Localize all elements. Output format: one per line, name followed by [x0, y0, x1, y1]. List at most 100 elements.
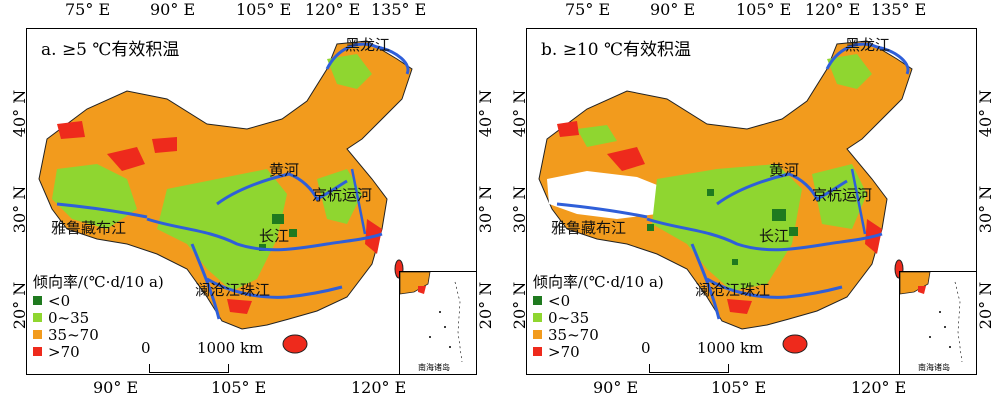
river-heilongjiang — [325, 42, 410, 75]
zone-gt70 — [727, 299, 752, 314]
zone-lt0 — [289, 229, 297, 237]
hainan-island — [782, 334, 808, 354]
top-tick: 135° E — [871, 0, 927, 19]
river-yarlung — [556, 202, 648, 219]
legend-label: >70 — [548, 342, 580, 361]
legend-item: <0 — [533, 291, 664, 310]
zone-lt0 — [732, 259, 738, 265]
scale-bar: 0 1000 km — [139, 339, 263, 373]
legend-item: >70 — [533, 342, 664, 361]
label-huanghe: 黄河 — [269, 161, 300, 179]
south-china-sea-inset: 南海诸岛 — [399, 271, 476, 374]
zone-gt70 — [557, 121, 579, 137]
label-changjiang: 长江 — [759, 227, 790, 245]
top-tick: 120° E — [805, 0, 861, 19]
zone-0-35 — [827, 54, 872, 89]
south-china-sea-inset: 南海诸岛 — [899, 271, 976, 374]
legend-label: 0~35 — [48, 308, 90, 327]
legend-label: 0~35 — [548, 308, 590, 327]
top-tick: 120° E — [305, 0, 361, 19]
legend-swatch — [533, 296, 542, 305]
bottom-tick: 120° E — [351, 378, 407, 397]
label-yarlung: 雅鲁藏布江 — [551, 219, 627, 237]
legend-label: <0 — [48, 291, 71, 310]
inset-map — [900, 272, 963, 363]
top-tick: 75° E — [65, 0, 111, 19]
map-panel-a: 75° E 90° E 105° E 120° E 135° E 90° E 1… — [8, 0, 498, 405]
legend-swatch — [33, 330, 42, 339]
right-tick: 30° N — [976, 185, 996, 234]
label-jinghang: 京杭运河 — [812, 186, 873, 204]
legend-label: 35~70 — [548, 325, 599, 344]
legend-item: 0~35 — [33, 308, 164, 327]
zone-0-35 — [327, 54, 372, 89]
zone-0-35 — [652, 164, 802, 291]
right-tick: 20° N — [976, 281, 996, 330]
scale-distance: 1000 km — [697, 339, 764, 357]
map-panel-b: 75° E 90° E 105° E 120° E 135° E 90° E 1… — [508, 0, 998, 405]
scale-line — [649, 364, 729, 373]
inset-label: 南海诸岛 — [418, 363, 450, 372]
scale-bar: 0 1000 km — [639, 339, 763, 373]
right-tick: 30° N — [476, 185, 496, 234]
legend-swatch — [533, 313, 542, 322]
river-zhujiang — [206, 277, 343, 299]
bottom-tick: 105° E — [711, 378, 767, 397]
river-zhujiang — [706, 277, 843, 299]
scale-zero: 0 — [141, 339, 151, 357]
label-huanghe: 黄河 — [769, 161, 800, 179]
map-frame: b. ≥10 ℃有效积温 黑龙江 黄河 京杭运河 雅鲁藏布江 长江 澜沧江珠江 … — [526, 28, 977, 375]
legend-item: >70 — [33, 342, 164, 361]
legend: 倾向率/(℃·d/10 a) <0 0~35 35~70 >70 — [33, 271, 164, 361]
river-huanghe — [716, 172, 848, 206]
zone-0-35 — [577, 125, 617, 147]
top-tick: 135° E — [371, 0, 427, 19]
zone-lt0 — [772, 209, 786, 221]
river-heilongjiang — [825, 42, 910, 75]
top-tick: 105° E — [236, 0, 292, 19]
zone-0-35 — [317, 169, 362, 224]
legend-item: 35~70 — [33, 325, 164, 344]
zone-gt70 — [107, 147, 145, 171]
river-jinghang — [850, 168, 867, 235]
label-heilongjiang: 黑龙江 — [345, 36, 391, 54]
scale-line — [149, 364, 229, 373]
label-changjiang: 长江 — [259, 227, 290, 245]
inset-map — [400, 272, 463, 363]
legend-label: >70 — [48, 342, 80, 361]
river-yarlung — [56, 202, 148, 219]
zone-lt0 — [272, 214, 284, 224]
river-changjiang — [146, 217, 383, 252]
legend-swatch — [533, 347, 542, 356]
top-tick: 90° E — [150, 0, 196, 19]
zone-gt70 — [152, 137, 177, 153]
legend-label: 35~70 — [48, 325, 99, 344]
legend-label: <0 — [548, 291, 571, 310]
bottom-tick: 90° E — [593, 378, 639, 397]
label-lancang-zhujiang: 澜沧江珠江 — [695, 281, 771, 299]
map-frame: a. ≥5 ℃有效积温 黑龙江 黄河 京杭运河 雅鲁藏布江 长江 澜沧江珠江 倾… — [26, 28, 477, 375]
top-tick: 90° E — [650, 0, 696, 19]
label-yarlung: 雅鲁藏布江 — [51, 219, 127, 237]
label-jinghang: 京杭运河 — [312, 186, 373, 204]
label-heilongjiang: 黑龙江 — [845, 36, 891, 54]
legend-item: 35~70 — [533, 325, 664, 344]
bottom-tick: 105° E — [211, 378, 267, 397]
zone-lt0 — [707, 189, 714, 196]
right-tick: 40° N — [476, 89, 496, 138]
legend-swatch — [33, 313, 42, 322]
legend-swatch — [33, 296, 42, 305]
legend-title: 倾向率/(℃·d/10 a) — [533, 273, 664, 291]
right-tick: 20° N — [476, 281, 496, 330]
zone-gt70 — [227, 299, 252, 314]
zone-gt70 — [57, 121, 85, 139]
zone-lt0 — [647, 224, 654, 231]
legend-swatch — [33, 347, 42, 356]
top-tick: 75° E — [565, 0, 611, 19]
river-huanghe — [216, 172, 348, 206]
label-lancang-zhujiang: 澜沧江珠江 — [195, 281, 271, 299]
legend-title: 倾向率/(℃·d/10 a) — [33, 273, 164, 291]
legend-swatch — [533, 330, 542, 339]
zone-lt0 — [259, 244, 266, 251]
scale-zero: 0 — [641, 339, 651, 357]
